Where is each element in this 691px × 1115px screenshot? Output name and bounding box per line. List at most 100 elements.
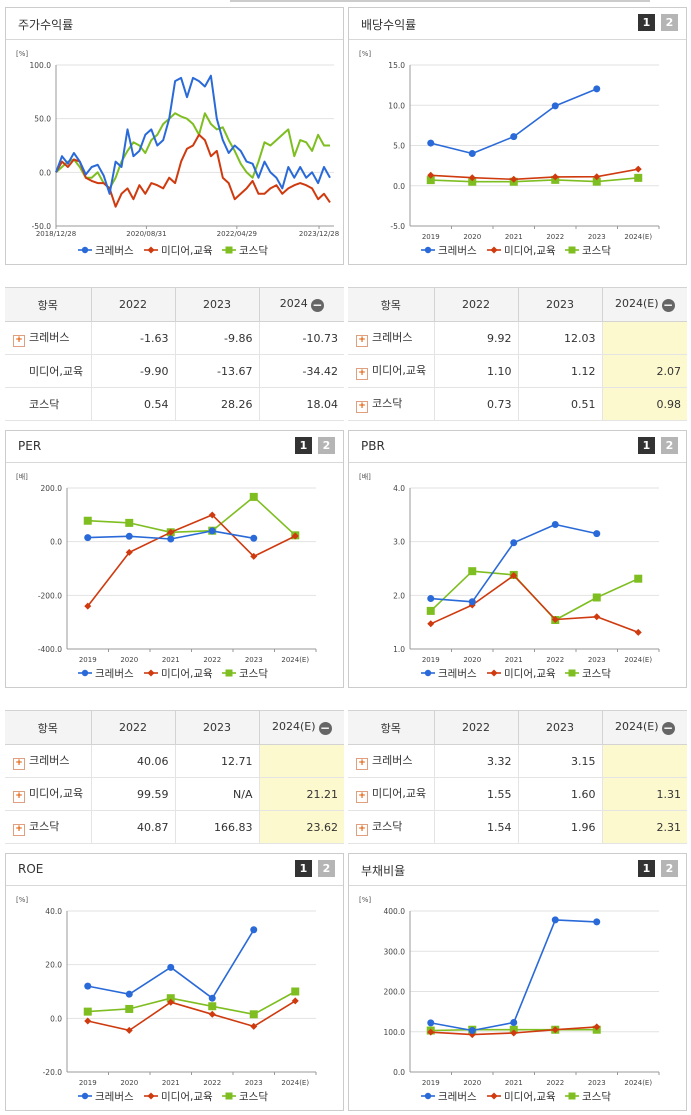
table-cell: 99.59 (90, 777, 175, 811)
row-label[interactable]: + 크레버스 (348, 321, 434, 355)
y-tick-label: 40.0 (45, 907, 62, 916)
table-cell: -13.67 (174, 354, 259, 388)
x-tick-label: 2024(E) (281, 1079, 309, 1087)
expand-icon[interactable]: + (356, 791, 368, 803)
table-cell: 2.07 (601, 354, 687, 388)
price-return-table: 항목 2022 2023 2024− + 크레버스 -1.63 -9.86 -10.73 미디어,… (5, 287, 344, 421)
row-label[interactable]: + 미디어,교육 (5, 777, 91, 811)
expand-icon[interactable]: + (13, 824, 25, 836)
legend-label: 크레버스 (95, 245, 134, 257)
row-label[interactable]: + 미디어,교육 (348, 354, 434, 388)
per-chart: [배] 200.0 0.0 -200.0 -400.0 2019 2020 2021 2022 2… (16, 472, 317, 680)
y-tick-label: 0.0 (50, 538, 62, 547)
x-tick-label: 2019 (422, 233, 440, 241)
series-line-2 (87, 514, 296, 607)
debt-ratio-chart: [%] 400.0 300.0 200.0 100.0 0.0 2019 2020 2021 20… (359, 896, 660, 1103)
table-cell: 0.98 (601, 387, 687, 421)
row-label[interactable]: + 미디어,교육 (348, 777, 434, 811)
collapse-icon[interactable]: − (661, 298, 675, 312)
expand-icon[interactable]: + (356, 824, 368, 836)
expand-icon[interactable]: + (13, 758, 25, 770)
table-cell: 18.04 (258, 387, 344, 421)
data-point (510, 175, 518, 183)
table-header-cell: 항목 (348, 287, 434, 322)
expand-icon[interactable]: + (13, 335, 25, 347)
page-2-button[interactable]: 2 (661, 437, 678, 454)
y-tick-label: -20.0 (43, 1068, 63, 1077)
y-tick-label: 20.0 (45, 961, 62, 970)
pager: 1 2 (638, 14, 678, 31)
page-2-button[interactable]: 2 (661, 14, 678, 31)
x-tick-label: 2019 (79, 1079, 97, 1087)
x-tick-label: 2019 (422, 656, 440, 664)
expand-icon[interactable]: + (356, 401, 368, 413)
table-header-cell: 2024(E) − (601, 710, 687, 745)
x-tick-label: 2023/12/28 (299, 230, 339, 238)
table-cell (601, 321, 687, 355)
x-tick-label: 2018/12/28 (36, 230, 76, 238)
table-row: + 미디어,교육 1.55 1.60 1.31 (348, 777, 687, 811)
x-tick-label: 2019 (79, 656, 97, 664)
data-point (551, 520, 559, 528)
row-label[interactable]: + 크레버스 (5, 744, 91, 778)
page-2-button[interactable]: 2 (318, 437, 335, 454)
expand-icon[interactable]: + (356, 758, 368, 770)
y-tick-label: 4.0 (393, 484, 405, 493)
table-cell: 40.06 (90, 744, 175, 778)
row-label[interactable]: + 크레버스 (5, 321, 91, 355)
x-tick-label: 2023 (245, 656, 263, 664)
row-label[interactable]: + 코스닥 (348, 387, 434, 421)
expand-icon[interactable]: + (356, 368, 368, 380)
page-1-button[interactable]: 1 (638, 14, 655, 31)
expand-icon[interactable]: + (356, 335, 368, 347)
data-point (468, 1027, 476, 1035)
data-point (84, 602, 92, 610)
y-tick-label: 3.0 (393, 538, 405, 547)
x-tick-label: 2021 (162, 1079, 180, 1087)
per-panel: PER 1 2 [배] 200.0 0.0 -200.0 -400.0 2019 2020 2… (5, 430, 344, 688)
data-point (510, 1018, 518, 1026)
data-point (634, 574, 643, 583)
data-point (593, 530, 601, 538)
legend-marker (225, 669, 233, 677)
collapse-icon[interactable]: − (661, 721, 675, 735)
data-point (167, 535, 175, 543)
legend-label: 미디어,교육 (504, 1091, 556, 1103)
data-point (125, 518, 134, 527)
legend-marker (81, 246, 89, 254)
page-2-button[interactable]: 2 (318, 860, 335, 877)
row-label: 미디어,교육 (5, 354, 91, 388)
data-point (468, 174, 476, 182)
table-header-cell: 2022 (90, 287, 175, 322)
collapse-icon[interactable]: − (310, 298, 324, 312)
page-1-button[interactable]: 1 (295, 437, 312, 454)
row-label[interactable]: + 코스닥 (5, 810, 91, 844)
page-1-button[interactable]: 1 (638, 860, 655, 877)
legend-label: 크레버스 (438, 668, 477, 680)
page-1-button[interactable]: 1 (638, 437, 655, 454)
table-cell: 23.62 (258, 810, 344, 844)
page-2-button[interactable]: 2 (661, 860, 678, 877)
table-header-cell: 2023 (174, 710, 259, 745)
top-strip (230, 0, 650, 2)
expand-icon[interactable]: + (13, 791, 25, 803)
row-label[interactable]: + 크레버스 (348, 744, 434, 778)
legend-marker (424, 1092, 432, 1100)
table-cell: 9.92 (433, 321, 518, 355)
x-tick-label: 2020/08/31 (126, 230, 166, 238)
legend-label: 크레버스 (95, 1091, 134, 1103)
page-1-button[interactable]: 1 (295, 860, 312, 877)
pager: 1 2 (295, 437, 335, 454)
panel-title: 배당수익률 (361, 18, 417, 32)
y-tick-label: -200.0 (38, 591, 62, 600)
collapse-icon[interactable]: − (318, 721, 332, 735)
row-label[interactable]: + 코스닥 (348, 810, 434, 844)
data-point (634, 173, 643, 182)
data-point (634, 165, 642, 173)
table-row: + 크레버스 9.92 12.03 (348, 321, 687, 355)
unit-label: [%] (359, 50, 371, 58)
data-point (250, 534, 258, 542)
y-tick-label: 100.0 (384, 1028, 406, 1037)
data-point (468, 598, 476, 606)
y-tick-label: -50.0 (32, 222, 52, 231)
